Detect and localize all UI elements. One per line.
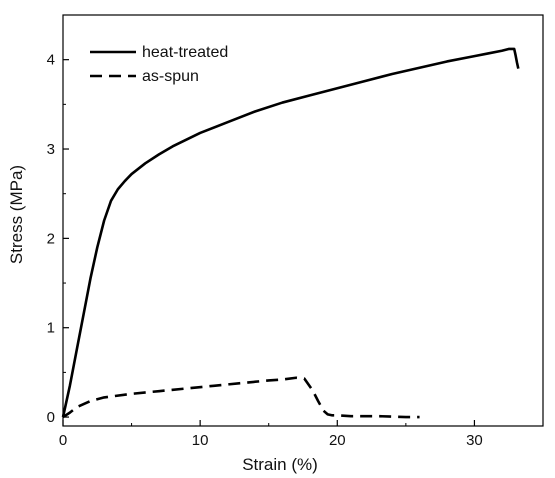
plot-area xyxy=(62,14,544,427)
y-axis-label: Stress (MPa) xyxy=(7,165,26,264)
series-line-as-spun xyxy=(62,376,420,419)
y-tick-label-4: 4 xyxy=(47,52,55,69)
series-line-heat-treated xyxy=(61,47,520,418)
legend-label-heat-treated: heat-treated xyxy=(142,44,228,61)
y-tick-label-0: 0 xyxy=(47,409,55,426)
x-tick-label-3: 30 xyxy=(466,432,483,449)
series-layer xyxy=(61,47,520,419)
legend-label-as-spun: as-spun xyxy=(142,68,199,85)
y-axis: 0 1 2 3 4 xyxy=(47,52,69,426)
y-tick-label-3: 3 xyxy=(47,141,55,158)
y-tick-label-2: 2 xyxy=(47,230,55,247)
y-tick-label-1: 1 xyxy=(47,320,55,337)
x-tick-label-1: 10 xyxy=(192,432,209,449)
x-axis: 0 10 20 30 xyxy=(59,420,483,449)
x-axis-label: Strain (%) xyxy=(242,455,318,474)
x-tick-label-2: 20 xyxy=(329,432,346,449)
x-tick-label-0: 0 xyxy=(59,432,67,449)
legend: heat-treated as-spun xyxy=(90,44,228,85)
